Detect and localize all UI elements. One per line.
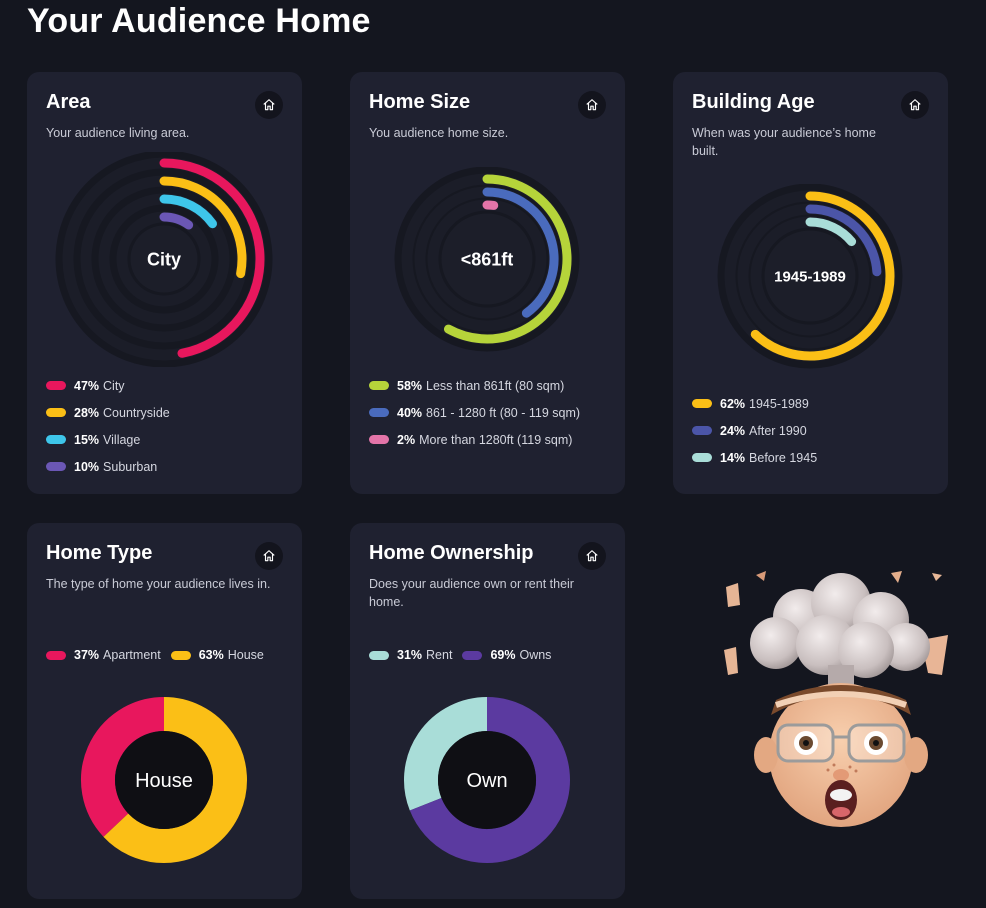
home-icon [586, 99, 598, 111]
home-icon [263, 550, 275, 562]
home-icon [909, 99, 921, 111]
home-type-donut-chart: House [81, 697, 247, 863]
card-subtitle: The type of home your audience lives in. [46, 577, 271, 591]
legend-swatch [46, 650, 66, 660]
legend-item: 15% Village [46, 426, 170, 453]
card-title: Home Size [369, 91, 471, 113]
ring-bar-city [159, 158, 265, 358]
home-icon [263, 99, 275, 111]
donut-center-label: House [135, 770, 193, 792]
home-button[interactable] [255, 91, 283, 119]
chart-center [764, 230, 856, 322]
legend: 31% Rent 69% Owns [369, 648, 561, 662]
legend-swatch [46, 381, 66, 390]
chart-center-label: City [147, 249, 181, 269]
page-title: Your Audience Home [27, 2, 371, 40]
legend-item: 2% More than 1280ft (119 sqm) [369, 426, 580, 453]
legend-swatch [369, 381, 389, 390]
legend-swatch [692, 453, 712, 462]
legend-swatch [692, 399, 712, 408]
ring-bar-less-than-861ft-80-sqm- [443, 174, 572, 344]
legend-item: 31% Rent [369, 648, 452, 662]
card-title: Home Ownership [369, 542, 534, 564]
legend-item: 28% Countryside [46, 399, 170, 426]
legend-swatch [369, 408, 389, 417]
ring-bar-after-1990 [805, 204, 882, 277]
legend-item: 62% 1945-1989 [692, 390, 817, 417]
card-subtitle: You audience home size. [369, 126, 509, 140]
card-subtitle: Does your audience own or rent their hom… [369, 577, 574, 609]
chart-center-label: <861ft [461, 249, 514, 269]
legend-swatch [46, 462, 66, 471]
legend-item: 63% House [170, 648, 264, 662]
building-age-radial-chart: 1945-1989 [717, 184, 903, 369]
donut-slice-apartment [81, 697, 165, 837]
legend-swatch [369, 435, 389, 444]
chart-center [130, 225, 198, 293]
chart-center [441, 213, 533, 305]
legend-item: 24% After 1990 [692, 417, 817, 444]
donut-hole [115, 731, 213, 829]
legend-item: 14% Before 1945 [692, 444, 817, 471]
legend-item: 69% Owns [462, 648, 551, 662]
home-size-radial-chart: <861ft [394, 167, 580, 352]
legend-swatch [369, 650, 389, 660]
home-ownership-card: Home Ownership Does your audience own or… [350, 523, 625, 899]
home-type-card: Home Type The type of home your audience… [27, 523, 302, 899]
donut-slice-house [103, 697, 247, 863]
legend-swatch [170, 650, 191, 660]
card-subtitle: When was your audience’s home built. [692, 126, 876, 158]
chart-center-label: 1945-1989 [774, 268, 846, 285]
home-ownership-donut-chart: Own [404, 697, 570, 863]
card-title: Home Type [46, 542, 153, 564]
building-age-card: Building Age When was your audience’s ho… [673, 72, 948, 494]
ring-bar-countryside [159, 176, 247, 279]
donut-slice-rent [404, 697, 488, 811]
legend-item: 37% Apartment [46, 648, 161, 662]
card-subtitle: Your audience living area. [46, 126, 190, 140]
ring-bar-1945-1989 [750, 191, 895, 361]
donut-center-label: Own [466, 770, 507, 792]
card-title: Area [46, 91, 91, 113]
home-button[interactable] [578, 91, 606, 119]
mind-blown-emoji [724, 571, 948, 827]
card-title: Building Age [692, 91, 815, 113]
legend-item: 58% Less than 861ft (80 sqm) [369, 372, 580, 399]
home-button[interactable] [578, 542, 606, 570]
ring-bar-before-1945 [805, 217, 857, 247]
ring-bar-861-1280-ft-80-119-sqm- [482, 187, 559, 318]
legend-swatch [46, 408, 66, 417]
donut-hole [438, 731, 536, 829]
legend-swatch [46, 435, 66, 444]
legend: 37% Apartment 63% House [46, 648, 274, 662]
home-button[interactable] [255, 542, 283, 570]
area-card: Area Your audience living area. City 47%… [27, 72, 302, 494]
donut-slice-owns [409, 697, 570, 863]
area-radial-chart: City [55, 152, 273, 367]
legend-item: 10% Suburban [46, 453, 170, 480]
home-icon [586, 550, 598, 562]
legend-swatch [692, 426, 712, 435]
ring-bar-village [159, 194, 218, 229]
legend-swatch [462, 650, 483, 660]
legend-item: 40% 861 - 1280 ft (80 - 119 sqm) [369, 399, 580, 426]
ring-bar-suburban [159, 212, 194, 230]
home-button[interactable] [901, 91, 929, 119]
home-size-card: Home Size You audience home size. <861ft… [350, 72, 625, 494]
legend-item: 47% City [46, 372, 170, 399]
